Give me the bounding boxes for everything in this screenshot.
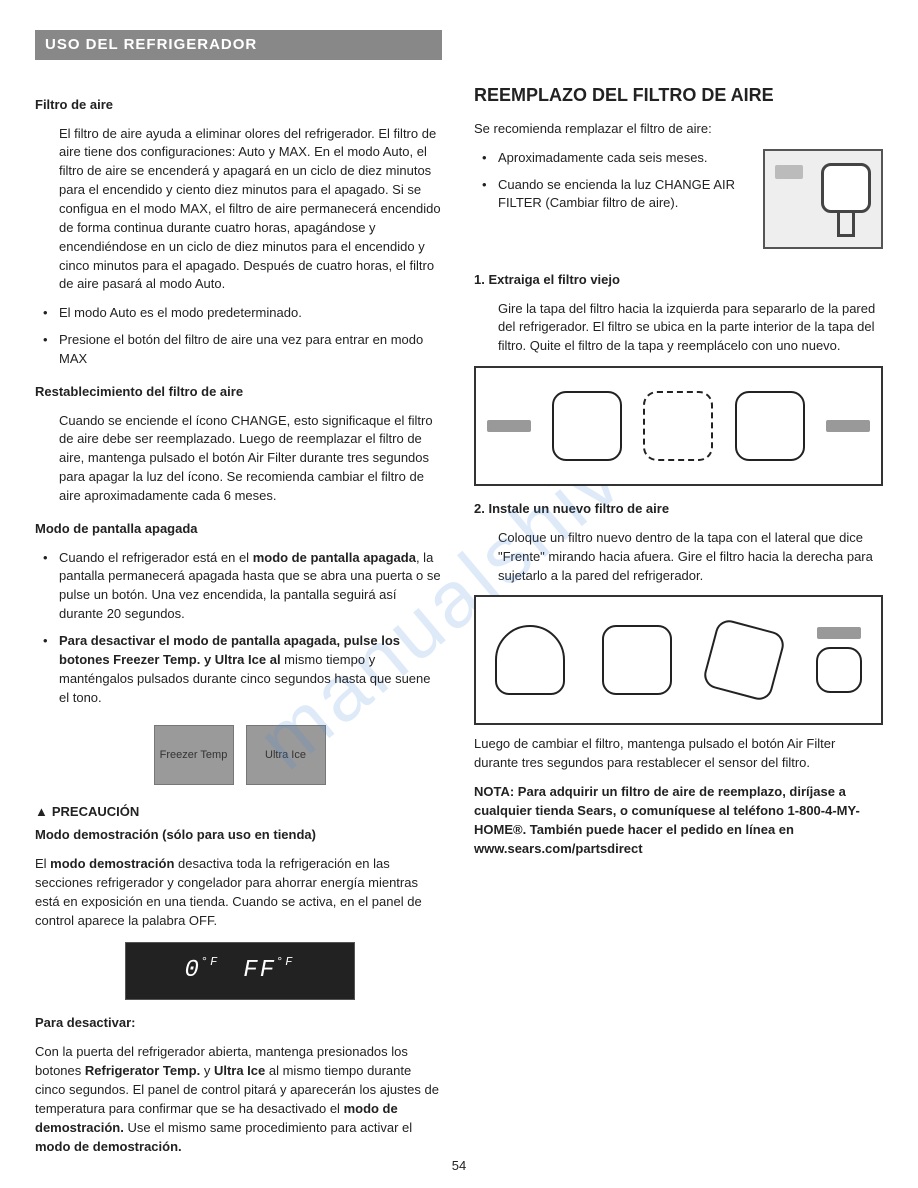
warning-icon: ▲ [35, 803, 48, 822]
right-column: REEMPLAZO DEL FILTRO DE AIRE Se recomien… [474, 82, 883, 1167]
step-2-paragraph: Coloque un filtro nuevo dentro de la tap… [474, 529, 883, 586]
deactivate-paragraph: Con la puerta del refrigerador abierta, … [35, 1043, 444, 1156]
paragraph-air-filter: El filtro de aire ayuda a eliminar olore… [35, 125, 444, 295]
freezer-temp-button: Freezer Temp [154, 725, 234, 785]
page-number: 54 [452, 1157, 466, 1176]
paragraph-reset-filter: Cuando se enciende el ícono CHANGE, esto… [35, 412, 444, 506]
bullet-auto-default: El modo Auto es el modo predeterminado. [43, 304, 444, 323]
caution-heading: ▲PRECAUCIÓN [35, 803, 444, 822]
heading-air-filter: Filtro de aire [35, 96, 444, 115]
heading-step-2: 2. Instale un nuevo filtro de aire [474, 500, 883, 519]
bullet-six-months: Aproximadamente cada seis meses. [482, 149, 883, 168]
caution-subtitle: Modo demostración (sólo para uso en tien… [35, 826, 444, 845]
bullet-display-off-disable: Para desactivar el modo de pantalla apag… [43, 632, 444, 707]
bullet-display-off-behavior: Cuando el refrigerador está en el modo d… [43, 549, 444, 624]
section-header: USO DEL REFRIGERADOR [35, 30, 442, 60]
note-paragraph: NOTA: Para adquirir un filtro de aire de… [474, 783, 883, 858]
heading-reset-filter: Restablecimiento del filtro de aire [35, 383, 444, 402]
heading-display-off: Modo de pantalla apagada [35, 520, 444, 539]
heading-deactivate: Para desactivar: [35, 1014, 444, 1033]
demo-mode-paragraph: El modo demostración desactiva toda la r… [35, 855, 444, 930]
left-column: Filtro de aire El filtro de aire ayuda a… [35, 82, 444, 1167]
heading-replace-filter: REEMPLAZO DEL FILTRO DE AIRE [474, 82, 883, 108]
heading-step-1: 1. Extraiga el filtro viejo [474, 271, 883, 290]
replace-intro: Se recomienda remplazar el filtro de air… [474, 120, 883, 139]
off-display-panel: 0°F FF°F [125, 942, 355, 1000]
step-1-paragraph: Gire la tapa del filtro hacia la izquier… [474, 300, 883, 357]
button-illustration: Freezer Temp Ultra Ice [35, 725, 444, 785]
bullet-press-max: Presione el botón del filtro de aire una… [43, 331, 444, 369]
bullet-change-light: Cuando se encienda la luz CHANGE AIR FIL… [482, 176, 883, 214]
install-filter-illustration [474, 595, 883, 725]
remove-filter-illustration [474, 366, 883, 486]
after-change-paragraph: Luego de cambiar el filtro, mantenga pul… [474, 735, 883, 773]
ultra-ice-button: Ultra Ice [246, 725, 326, 785]
